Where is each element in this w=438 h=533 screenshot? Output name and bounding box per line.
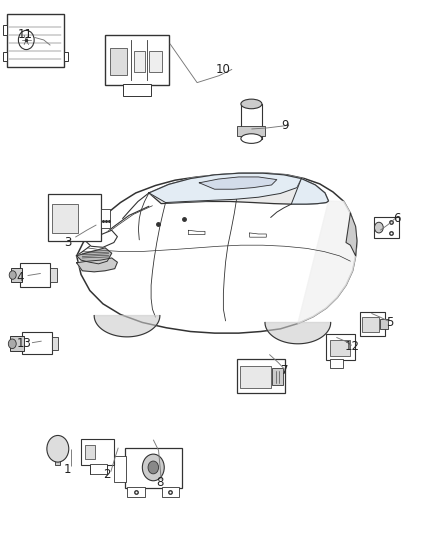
FancyBboxPatch shape [85,445,95,459]
FancyBboxPatch shape [134,51,145,72]
FancyBboxPatch shape [237,359,285,393]
Polygon shape [149,173,328,204]
Circle shape [148,461,159,474]
Text: 3: 3 [64,236,71,249]
Polygon shape [149,173,301,203]
FancyBboxPatch shape [22,332,52,354]
Text: 10: 10 [216,63,231,76]
FancyBboxPatch shape [380,319,388,329]
FancyBboxPatch shape [105,35,169,85]
Ellipse shape [241,134,262,143]
FancyBboxPatch shape [90,464,107,474]
FancyBboxPatch shape [55,448,60,465]
FancyBboxPatch shape [123,84,151,96]
FancyBboxPatch shape [237,126,265,136]
FancyBboxPatch shape [360,312,385,336]
Text: 9: 9 [281,119,289,132]
Polygon shape [346,213,357,256]
FancyBboxPatch shape [272,368,283,385]
Text: 1: 1 [64,463,72,475]
Text: 12: 12 [345,340,360,353]
FancyBboxPatch shape [162,487,179,497]
Text: 4: 4 [16,271,24,284]
FancyBboxPatch shape [330,340,350,356]
FancyBboxPatch shape [52,204,78,233]
Polygon shape [199,177,277,189]
FancyBboxPatch shape [52,337,58,350]
FancyBboxPatch shape [3,52,7,61]
FancyBboxPatch shape [326,334,355,360]
Circle shape [374,222,383,233]
FancyBboxPatch shape [149,51,162,72]
Polygon shape [77,248,112,264]
FancyBboxPatch shape [50,268,57,282]
Polygon shape [85,230,117,247]
FancyBboxPatch shape [330,359,343,368]
FancyBboxPatch shape [110,48,127,75]
Text: 11: 11 [18,28,33,41]
FancyBboxPatch shape [64,52,68,61]
Text: 8: 8 [156,476,163,489]
FancyBboxPatch shape [48,194,101,241]
Circle shape [47,435,69,462]
FancyBboxPatch shape [10,336,24,351]
FancyBboxPatch shape [7,14,64,67]
FancyBboxPatch shape [125,448,182,488]
FancyBboxPatch shape [81,439,114,465]
Text: 13: 13 [17,337,32,350]
Circle shape [142,454,164,481]
Circle shape [9,271,16,279]
Polygon shape [298,201,357,324]
FancyBboxPatch shape [240,366,271,388]
Text: 6: 6 [392,212,400,225]
FancyBboxPatch shape [20,263,50,287]
Polygon shape [291,179,328,204]
Text: 2: 2 [103,468,111,481]
Text: 7: 7 [281,364,289,377]
Text: 5: 5 [386,316,393,329]
Ellipse shape [241,99,262,109]
Polygon shape [77,173,357,333]
FancyBboxPatch shape [362,317,379,332]
FancyBboxPatch shape [127,487,145,497]
Polygon shape [241,104,262,139]
FancyBboxPatch shape [11,268,22,282]
Polygon shape [77,258,117,272]
FancyBboxPatch shape [3,25,7,35]
Circle shape [8,339,16,349]
FancyBboxPatch shape [114,456,126,482]
Polygon shape [94,316,160,337]
FancyBboxPatch shape [101,209,110,228]
FancyBboxPatch shape [374,217,399,238]
Polygon shape [265,322,331,344]
